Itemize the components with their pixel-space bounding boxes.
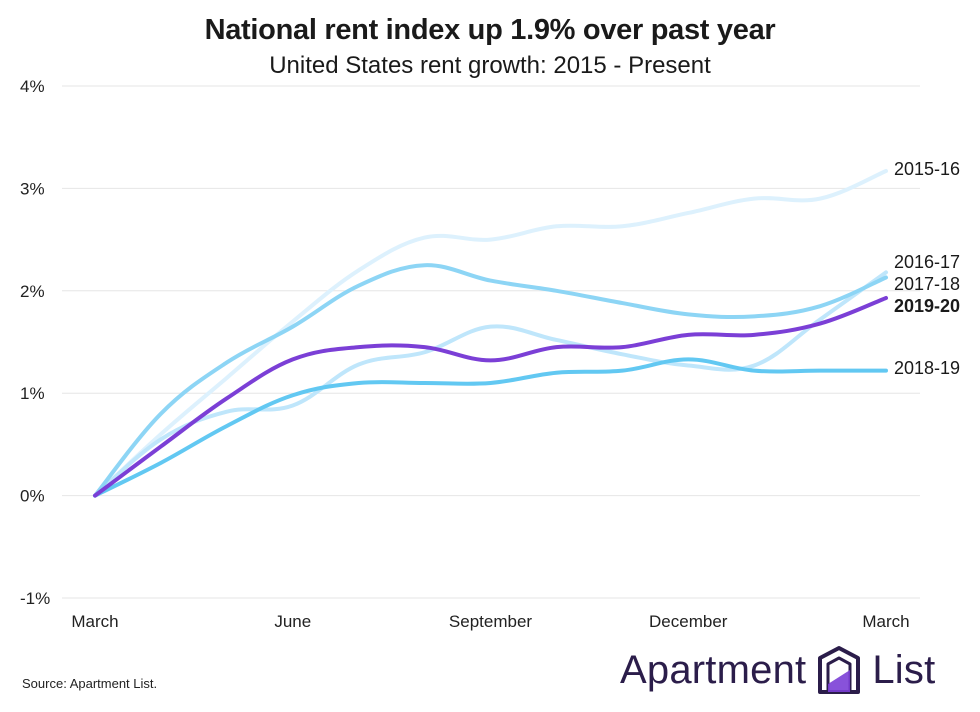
logo-word-list: List — [872, 647, 936, 692]
series-label-2016-17: 2016-17 — [894, 252, 960, 272]
y-tick-label: 0% — [20, 487, 45, 506]
x-tick-label: December — [649, 612, 728, 631]
x-tick-label: September — [449, 612, 532, 631]
series-label-2018-19: 2018-19 — [894, 358, 960, 378]
x-tick-label: March — [862, 612, 909, 631]
series-line-2018-19 — [93, 357, 888, 498]
x-tick-label: March — [71, 612, 118, 631]
y-tick-label: 3% — [20, 179, 45, 198]
chart-subtitle: United States rent growth: 2015 - Presen… — [269, 52, 711, 79]
series-line-2019-20 — [93, 295, 888, 498]
x-tick-label: June — [274, 612, 311, 631]
series-label-2019-20: 2019-20 — [894, 296, 960, 316]
series-line-2016-17 — [93, 270, 888, 498]
series-line-2017-18 — [93, 263, 888, 498]
y-tick-label: -1% — [20, 589, 50, 608]
building-icon — [818, 646, 861, 694]
y-tick-label: 1% — [20, 384, 45, 403]
chart-title: National rent index up 1.9% over past ye… — [204, 14, 776, 46]
y-tick-label: 2% — [20, 282, 45, 301]
y-tick-label: 4% — [20, 77, 45, 96]
source-note: Source: Apartment List. — [22, 676, 158, 691]
apartment-list-logo: Apartment List — [620, 640, 935, 700]
logo-word-apartment: Apartment — [620, 647, 807, 692]
series-label-2017-18: 2017-18 — [894, 274, 960, 294]
series-label-2015-16: 2015-16 — [894, 159, 960, 179]
series-line-2015-16 — [93, 168, 888, 498]
